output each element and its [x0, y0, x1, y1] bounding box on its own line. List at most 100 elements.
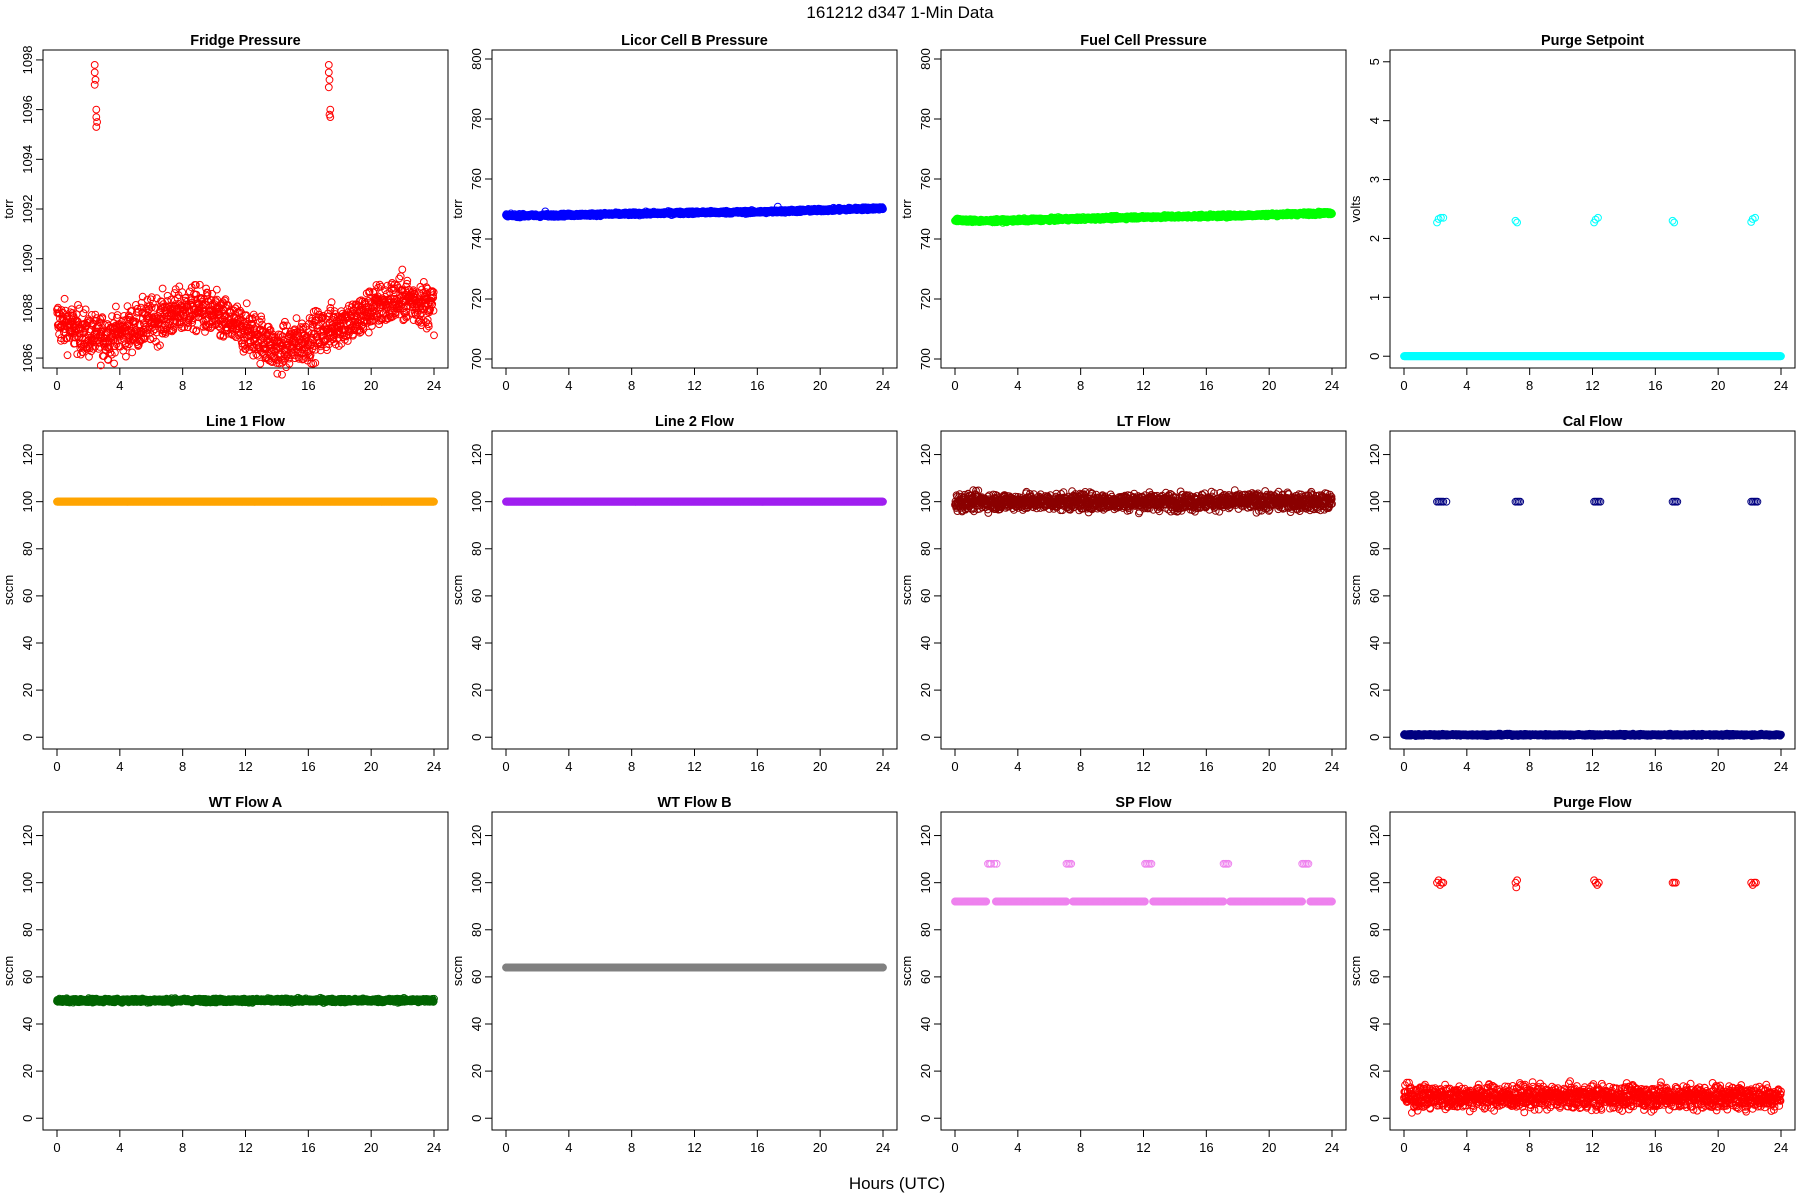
x-tick-label: 4: [1463, 378, 1470, 393]
data-point: [110, 359, 118, 368]
y-tick-label: 1090: [20, 244, 35, 273]
data-point: [169, 326, 178, 334]
data-point: [168, 327, 176, 336]
x-tick-label: 0: [951, 378, 958, 393]
series-points: [1400, 213, 1785, 361]
data-point: [104, 356, 113, 364]
data-point: [212, 285, 221, 294]
data-point: [122, 352, 130, 361]
data-point: [106, 348, 115, 357]
x-tick-label: 8: [179, 378, 186, 393]
data-point: [266, 351, 274, 360]
plot-frame: [1389, 49, 1796, 369]
data-point: [119, 316, 127, 325]
data-point: [235, 331, 244, 340]
x-tick-label: 8: [1077, 378, 1084, 393]
data-point: [79, 309, 88, 318]
data-point: [192, 326, 201, 335]
x-tick-label: 4: [1014, 378, 1021, 393]
x-tick-label: 20: [364, 378, 378, 393]
data-point: [208, 289, 217, 298]
x-tick-label: 16: [1648, 378, 1662, 393]
data-point: [292, 314, 301, 323]
x-tick-label: 4: [116, 378, 123, 393]
y-tick-label: 1096: [20, 95, 35, 124]
x-tick-label: 20: [813, 378, 827, 393]
x-tick-label: 16: [301, 378, 315, 393]
panel-title: Licor Cell B Pressure: [621, 33, 768, 49]
data-point: [195, 280, 204, 289]
data-point: [396, 272, 405, 281]
data-point: [324, 68, 333, 77]
data-point: [200, 306, 209, 315]
data-point: [98, 313, 107, 322]
data-point: [147, 303, 156, 312]
data-point: [60, 294, 69, 303]
x-tick-label: 12: [687, 378, 701, 393]
data-point: [67, 327, 75, 336]
y-tick-label: 800: [469, 48, 484, 70]
y-tick-label: 1098: [20, 45, 35, 74]
data-point: [141, 334, 149, 343]
data-point: [149, 299, 157, 308]
data-point: [256, 325, 265, 334]
y-tick-label: 700: [469, 348, 484, 370]
y-axis-label: torr: [450, 199, 465, 219]
data-point: [364, 328, 373, 337]
y-tick-label: 2: [1367, 235, 1382, 242]
x-tick-label: 12: [238, 378, 252, 393]
y-tick-label: 720: [918, 288, 933, 310]
y-tick-label: 1092: [20, 195, 35, 224]
data-point: [278, 370, 286, 379]
x-tick-label: 24: [427, 378, 441, 393]
x-tick-label: 16: [750, 378, 764, 393]
data-point: [430, 331, 438, 340]
y-tick-label: 0: [1367, 353, 1382, 360]
data-point: [199, 301, 207, 310]
series-points: [502, 202, 887, 222]
data-point: [74, 301, 82, 309]
y-tick-label: 720: [469, 288, 484, 310]
y-tick-label: 1088: [20, 294, 35, 323]
data-point: [242, 299, 251, 308]
x-tick-label: 12: [1585, 378, 1599, 393]
data-point: [273, 369, 282, 378]
data-point: [153, 342, 162, 351]
data-point: [158, 284, 167, 293]
data-point: [96, 361, 105, 370]
data-point: [245, 342, 254, 351]
y-tick-label: 5: [1367, 58, 1382, 65]
y-axis-label: torr: [899, 199, 914, 219]
x-tick-label: 8: [1526, 378, 1533, 393]
x-tick-label: 12: [1136, 378, 1150, 393]
y-tick-label: 1086: [20, 344, 35, 373]
data-point: [163, 297, 172, 305]
y-tick-label: 800: [918, 48, 933, 70]
data-point: [63, 351, 72, 360]
data-point: [256, 359, 265, 368]
y-tick-label: 3: [1367, 176, 1382, 183]
data-point: [203, 289, 212, 297]
x-tick-label: 0: [1400, 378, 1407, 393]
panel-title: Fuel Cell Pressure: [1080, 33, 1207, 49]
data-point: [112, 302, 120, 311]
y-tick-label: 700: [918, 348, 933, 370]
data-point: [257, 312, 266, 321]
y-axis-label: volts: [1348, 195, 1363, 222]
data-point: [398, 265, 407, 274]
data-point: [92, 105, 101, 114]
data-point: [75, 304, 84, 313]
data-point: [90, 68, 99, 77]
x-tick-label: 24: [1325, 378, 1339, 393]
panel-title: Fridge Pressure: [190, 33, 300, 49]
data-point: [324, 61, 333, 69]
data-point: [108, 312, 116, 321]
data-point: [133, 308, 141, 317]
data-point: [251, 313, 260, 322]
y-tick-label: 1094: [20, 145, 35, 174]
